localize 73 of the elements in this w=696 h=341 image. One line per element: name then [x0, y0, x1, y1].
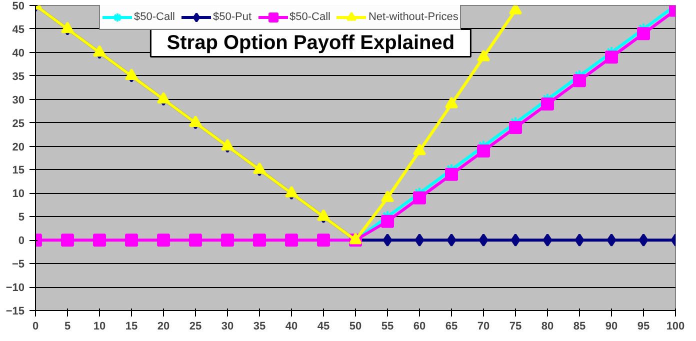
x-tick-label: 70 — [477, 320, 490, 332]
point — [542, 234, 552, 247]
y-tick-label: 25 — [12, 118, 25, 130]
point — [445, 168, 458, 181]
y-tick-label: 5 — [18, 212, 25, 224]
point — [446, 234, 456, 247]
x-tick-label: 25 — [189, 320, 202, 332]
point — [509, 121, 522, 134]
point — [574, 234, 584, 247]
point — [93, 234, 106, 247]
point — [606, 234, 616, 247]
y-tick-label: 45 — [12, 24, 25, 36]
point — [381, 214, 394, 228]
point — [478, 234, 488, 247]
legend-label: $50-Call — [290, 11, 330, 23]
text: Strap Option Payoff Explained — [166, 32, 455, 54]
point — [445, 96, 458, 108]
point — [414, 234, 424, 247]
y-tick-label: −10 — [6, 282, 25, 294]
x-tick-label: 35 — [253, 320, 266, 332]
y-tick-label: −5 — [12, 258, 25, 271]
point — [510, 234, 520, 247]
point — [477, 144, 490, 158]
point — [189, 115, 202, 127]
x-tick-label: 5 — [64, 320, 71, 332]
y-tick-label: 35 — [12, 70, 25, 83]
x-tick-label: 45 — [317, 320, 330, 332]
point — [221, 138, 234, 150]
point — [125, 234, 138, 247]
y-tick-label: 0 — [18, 235, 25, 248]
legend-label: Net-without-Prices — [368, 11, 458, 23]
point — [253, 162, 266, 174]
x-tick-label: 50 — [349, 320, 362, 332]
y-tick-label: 30 — [12, 94, 25, 106]
point — [382, 234, 392, 247]
x-tick-label: 55 — [381, 320, 394, 332]
point — [285, 234, 298, 247]
y-tick-label: −15 — [6, 306, 25, 318]
x-tick-label: 30 — [221, 320, 234, 332]
y-tick-label: 50 — [12, 0, 25, 12]
x-tick-label: 15 — [125, 320, 138, 332]
x-tick-label: 60 — [413, 320, 426, 332]
y-tick-label: 20 — [12, 141, 25, 154]
x-tick-label: 10 — [93, 320, 106, 332]
y-tick-label: 40 — [12, 47, 25, 60]
point — [573, 74, 586, 88]
x-tick-label: 40 — [285, 320, 298, 332]
x-tick-label: 85 — [573, 320, 586, 332]
y-tick-label: 15 — [12, 164, 25, 177]
point — [157, 234, 170, 247]
point — [61, 234, 74, 247]
y-tick-label: 10 — [12, 188, 25, 200]
point — [637, 27, 650, 40]
x-tick-label: 95 — [637, 320, 650, 332]
point — [189, 234, 202, 247]
point — [413, 144, 426, 156]
point — [638, 234, 648, 247]
x-tick-label: 80 — [541, 320, 554, 332]
point — [541, 98, 554, 111]
x-tick-label: 75 — [509, 320, 522, 332]
point — [413, 191, 426, 204]
x-tick-label: 100 — [666, 320, 685, 332]
x-tick-label: 90 — [605, 320, 618, 332]
x-tick-label: 65 — [445, 320, 458, 332]
legend-label: $50-Put — [212, 11, 252, 23]
x-tick-label: 0 — [32, 320, 39, 332]
point — [381, 190, 394, 202]
legend-label: $50-Call — [134, 11, 175, 23]
point — [477, 50, 490, 62]
point — [221, 234, 234, 247]
point — [253, 234, 266, 247]
x-tick-label: 20 — [157, 320, 170, 332]
point — [605, 50, 618, 64]
